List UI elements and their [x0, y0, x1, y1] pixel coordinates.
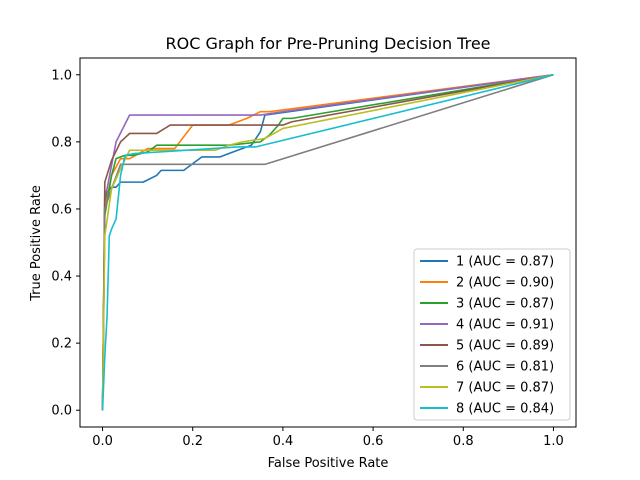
- y-axis-ticks: 0.0 0.2 0.4 0.6 0.8 1.0: [51, 68, 80, 419]
- legend-label-1: 1 (AUC = 0.87): [456, 255, 554, 270]
- y-tick-label: 0.6: [51, 202, 72, 217]
- series-line-7: [101, 73, 554, 411]
- y-tick-label: 0.8: [51, 135, 72, 150]
- legend-label-4: 4 (AUC = 0.91): [456, 318, 554, 333]
- y-axis-label: True Positive Rate: [29, 185, 44, 302]
- legend: 1 (AUC = 0.87) 2 (AUC = 0.90) 3 (AUC = 0.8…: [413, 248, 571, 421]
- legend-box: [413, 248, 571, 421]
- legend-label-8: 8 (AUC = 0.84): [456, 402, 554, 417]
- legend-label-6: 6 (AUC = 0.81): [456, 360, 554, 375]
- legend-label-5: 5 (AUC = 0.89): [456, 339, 554, 354]
- chart-title: ROC Graph for Pre-Pruning Decision Tree: [165, 34, 490, 53]
- x-tick-label: 1.0: [543, 434, 564, 449]
- y-tick-label: 0.2: [51, 337, 72, 352]
- legend-label-7: 7 (AUC = 0.87): [456, 381, 554, 396]
- x-axis-ticks: 0.0 0.2 0.4 0.6 0.8 1.0: [92, 427, 564, 449]
- x-tick-label: 0.6: [363, 434, 384, 449]
- series-layer: [101, 73, 554, 411]
- x-tick-label: 0.4: [273, 434, 294, 449]
- plot-frame: [79, 57, 577, 428]
- legend-items: 1 (AUC = 0.87) 2 (AUC = 0.90) 3 (AUC = 0.8…: [420, 255, 554, 417]
- y-tick-label: 0.0: [51, 404, 72, 419]
- y-tick-label: 1.0: [51, 68, 72, 83]
- x-tick-label: 0.8: [453, 434, 474, 449]
- y-tick-label: 0.4: [51, 270, 72, 285]
- x-axis-label: False Positive Rate: [268, 456, 389, 471]
- legend-label-3: 3 (AUC = 0.87): [456, 297, 554, 312]
- x-tick-label: 0.2: [182, 434, 203, 449]
- legend-label-2: 2 (AUC = 0.90): [456, 276, 554, 291]
- series-line-8: [101, 73, 554, 411]
- series-line-3: [101, 73, 554, 411]
- series-line-5: [101, 73, 554, 411]
- x-tick-label: 0.0: [92, 434, 113, 449]
